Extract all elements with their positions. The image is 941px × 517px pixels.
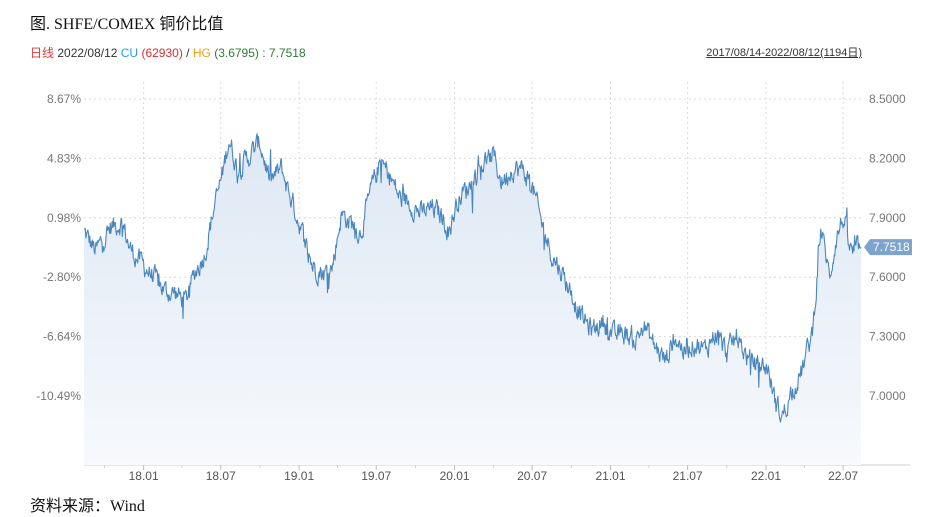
series-area (84, 133, 861, 465)
y-tick-left: 8.67% (47, 92, 81, 106)
y-tick-left: -2.80% (43, 270, 81, 284)
date-range-link[interactable]: 2017/08/14-2022/08/12(1194日) (706, 47, 862, 59)
legend-hg-label: HG (192, 46, 211, 60)
legend-hg-value: (3.6795) (214, 46, 259, 60)
chart-title: 图. SHFE/COMEX 铜价比值 (30, 16, 224, 33)
x-tick-label: 22.01 (751, 469, 781, 483)
y-tick-right: 7.9000 (869, 211, 906, 225)
x-tick-label: 22.07 (828, 469, 858, 483)
legend-cu-value: (62930) (141, 46, 183, 60)
x-tick-label: 18.07 (206, 469, 236, 483)
series-line (84, 133, 862, 423)
x-tick-label: 21.07 (673, 469, 703, 483)
x-tick-label: 19.01 (284, 469, 314, 483)
y-tick-right: 8.2000 (869, 151, 906, 165)
legend-period-label: 日线 (30, 46, 55, 60)
legend-separator: / (186, 46, 190, 60)
last-value-label: 7.7518 (873, 240, 910, 254)
last-value-badge (864, 239, 912, 256)
y-tick-left: -10.49% (36, 389, 81, 403)
x-tick-label: 18.01 (129, 469, 159, 483)
legend-cu-label: CU (120, 46, 139, 60)
chart-legend: 日线 2022/08/12 CU (62930) / HG (3.6795) :… (30, 44, 306, 61)
x-tick-label: 21.01 (596, 469, 626, 483)
y-tick-right: 7.3000 (869, 330, 906, 344)
last-value-marker: 7.7518 (864, 239, 912, 256)
x-tick-label: 20.01 (440, 469, 470, 483)
y-tick-left: 4.83% (47, 151, 81, 165)
y-tick-right: 7.0000 (869, 389, 906, 403)
y-tick-left: -6.64% (43, 330, 81, 344)
y-tick-right: 7.6000 (869, 270, 906, 284)
y-tick-right: 8.5000 (869, 92, 906, 106)
x-tick-label: 19.07 (361, 469, 391, 483)
legend-ratio-value: : 7.7518 (262, 46, 306, 60)
legend-date: 2022/08/12 (57, 46, 118, 60)
x-tick-label: 20.07 (517, 469, 547, 483)
y-tick-left: 0.98% (47, 211, 81, 225)
source-note: 资料来源：Wind (30, 498, 145, 515)
